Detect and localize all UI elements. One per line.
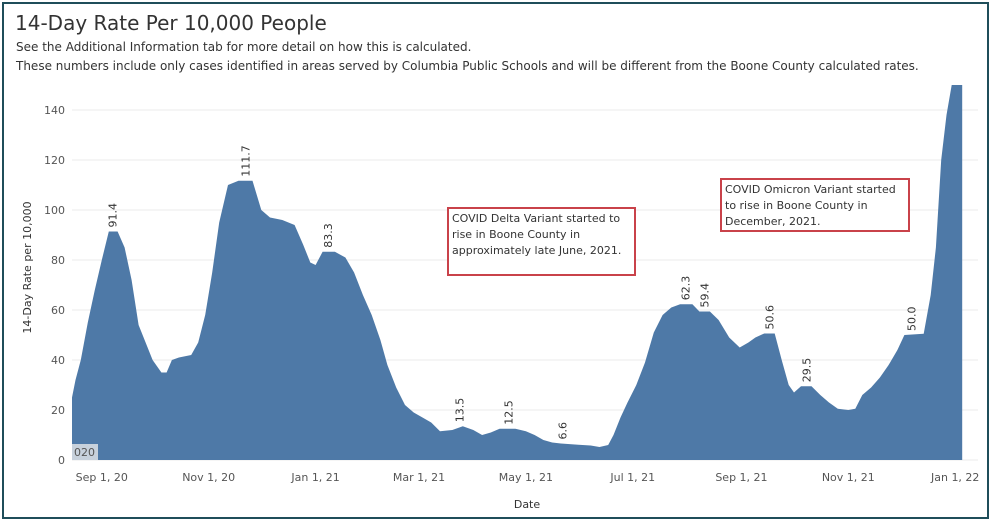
y-tick-label: 80 [51, 254, 65, 267]
rate-area[interactable] [72, 85, 963, 460]
data-labels: 91.4 111.7 83.3 13.5 12.5 6.6 62.3 59.4 50.6 29.5… [106, 145, 918, 439]
x-tick-label: Jan 1, 21 [290, 471, 339, 484]
data-label: 29.5 [800, 358, 813, 383]
data-label: 59.4 [699, 283, 712, 308]
data-label: 12.5 [502, 400, 515, 425]
y-tick-label: 20 [51, 404, 65, 417]
y-tick-label: 140 [44, 104, 65, 117]
delta-variant-annotation: COVID Delta Variant started to rise in B… [447, 207, 636, 276]
x-axis-title: Date [514, 498, 541, 511]
data-label: 50.0 [905, 307, 918, 332]
y-tick-label: 120 [44, 154, 65, 167]
x-tick-label: Nov 1, 20 [182, 471, 235, 484]
x-tick-label: Jul 1, 21 [609, 471, 655, 484]
x-tick-label: Sep 1, 21 [715, 471, 767, 484]
x-tick-label: Mar 1, 21 [393, 471, 445, 484]
x-tick-label: May 1, 21 [499, 471, 553, 484]
x-tick-label: Nov 1, 21 [822, 471, 875, 484]
data-label: 13.5 [453, 398, 466, 423]
y-tick-label: 60 [51, 304, 65, 317]
dashboard-frame [2, 2, 989, 519]
subtitle-scope-note: These numbers include only cases identif… [16, 59, 919, 73]
y-tick-label: 0 [58, 454, 65, 467]
corner-label: 020 [74, 446, 95, 459]
y-tick-label: 40 [51, 354, 65, 367]
x-tick-label: Sep 1, 20 [76, 471, 128, 484]
data-label: 62.3 [679, 276, 692, 301]
x-tick-label: Jan 1, 22 [930, 471, 979, 484]
x-axis-ticks: Sep 1, 20 Nov 1, 20 Jan 1, 21 Mar 1, 21 May … [76, 471, 980, 484]
chart-title: 14-Day Rate Per 10,000 People [15, 11, 327, 35]
y-tick-label: 100 [44, 204, 65, 217]
data-label: 111.7 [239, 145, 252, 177]
y-axis-ticks: 0 20 40 60 80 100 120 140 [44, 104, 65, 467]
corner-label-background [72, 444, 98, 460]
y-axis-title: 14-Day Rate per 10,000 [21, 201, 34, 333]
subtitle-calculation-note: See the Additional Information tab for m… [16, 40, 472, 54]
data-label: 6.6 [557, 422, 570, 440]
data-label: 50.6 [763, 305, 776, 330]
omicron-variant-annotation: COVID Omicron Variant started to rise in… [720, 178, 910, 232]
data-label: 83.3 [322, 223, 335, 248]
data-label: 91.4 [106, 203, 119, 228]
